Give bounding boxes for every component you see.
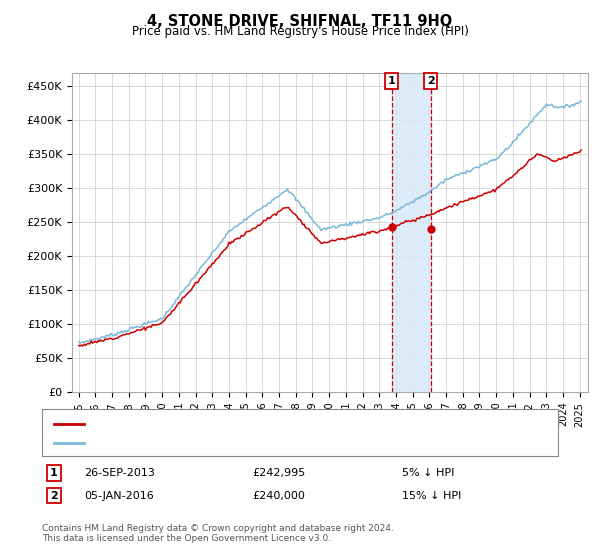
Text: 05-JAN-2016: 05-JAN-2016 [84, 491, 154, 501]
Text: 4, STONE DRIVE, SHIFNAL, TF11 9HQ: 4, STONE DRIVE, SHIFNAL, TF11 9HQ [148, 14, 452, 29]
Text: 1: 1 [50, 468, 58, 478]
Text: £240,000: £240,000 [252, 491, 305, 501]
Text: HPI: Average price, detached house, Shropshire: HPI: Average price, detached house, Shro… [90, 438, 339, 448]
Text: £242,995: £242,995 [252, 468, 305, 478]
Text: Price paid vs. HM Land Registry's House Price Index (HPI): Price paid vs. HM Land Registry's House … [131, 25, 469, 38]
Text: 4, STONE DRIVE, SHIFNAL, TF11 9HQ (detached house): 4, STONE DRIVE, SHIFNAL, TF11 9HQ (detac… [90, 419, 377, 429]
Text: 15% ↓ HPI: 15% ↓ HPI [402, 491, 461, 501]
Text: 1: 1 [388, 76, 395, 86]
Bar [392, 73, 431, 392]
Text: 2: 2 [50, 491, 58, 501]
Text: 5% ↓ HPI: 5% ↓ HPI [402, 468, 454, 478]
Text: 2: 2 [427, 76, 434, 86]
Text: 26-SEP-2013: 26-SEP-2013 [84, 468, 155, 478]
Text: Contains HM Land Registry data © Crown copyright and database right 2024.
This d: Contains HM Land Registry data © Crown c… [42, 524, 394, 543]
